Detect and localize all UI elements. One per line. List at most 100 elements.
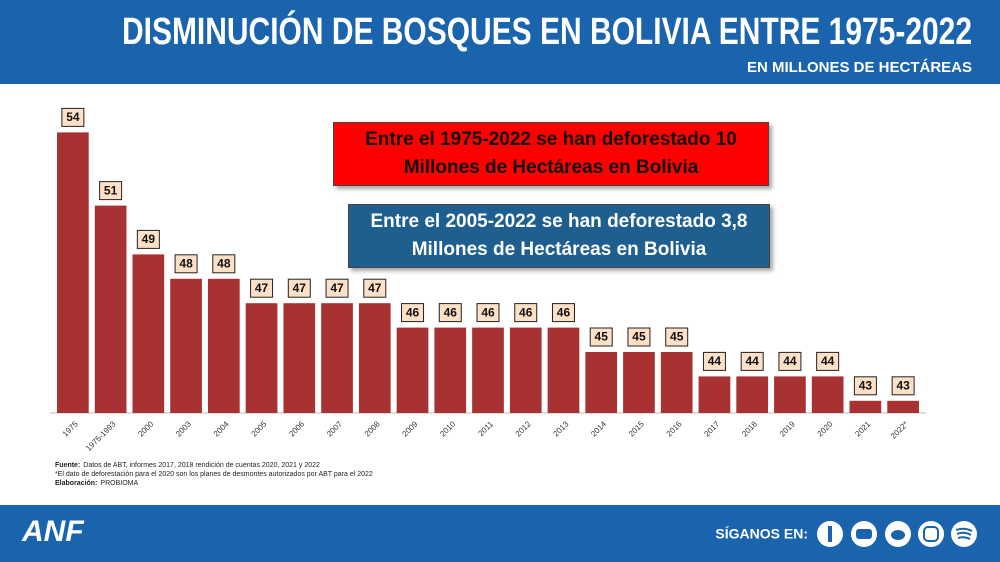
- value-label: 49: [142, 232, 156, 246]
- x-tick-label: 2009: [400, 419, 419, 438]
- chart-subtitle: EN MILLONES DE HECTÁREAS: [747, 59, 972, 76]
- value-label: 47: [368, 281, 382, 295]
- bar: [170, 278, 202, 413]
- spotify-icon: [951, 521, 977, 547]
- value-label: 44: [745, 354, 759, 368]
- bar: [358, 303, 391, 413]
- value-label: 44: [783, 354, 797, 368]
- x-tick-label: 2022*: [889, 420, 910, 441]
- bar: [660, 352, 693, 413]
- bar: [623, 352, 655, 413]
- value-label-box: [665, 327, 689, 347]
- x-tick-label: 2012: [514, 419, 533, 438]
- x-tick-label: 2003: [174, 419, 193, 438]
- x-tick-label: 2016: [665, 419, 684, 438]
- value-label: 46: [444, 305, 458, 319]
- bar: [811, 376, 844, 413]
- note: *El dato de deforestación para el 2020 s…: [55, 471, 373, 478]
- value-label-box: [702, 351, 726, 371]
- value-label-box: [740, 351, 764, 371]
- value-label: 45: [595, 330, 609, 344]
- follow-text: SÍGANOS EN:: [715, 526, 808, 542]
- x-tick-label: 2020: [816, 419, 835, 438]
- x-tick-label: 2011: [476, 419, 495, 438]
- value-label: 43: [859, 378, 873, 392]
- value-label-box: [99, 181, 123, 201]
- source: Fuente: Datos de ABT, informes 2017, 2018…: [55, 462, 320, 469]
- source-text: Datos de ABT, informes 2017, 2018 rendic…: [83, 462, 320, 469]
- value-label: 54: [66, 110, 80, 124]
- bar: [472, 327, 504, 413]
- x-tick-label: 2019: [778, 419, 797, 438]
- icon-glyph: [891, 530, 905, 540]
- value-label-box: [514, 303, 538, 323]
- value-label-box: [891, 376, 915, 396]
- value-label: 48: [179, 256, 193, 270]
- annotation-box: Entre el 1975-2022 se han deforestado 10…: [333, 122, 769, 186]
- value-label: 47: [330, 281, 344, 295]
- bar: [509, 327, 542, 413]
- value-label-box: [551, 303, 575, 323]
- footer-band: [0, 505, 1000, 562]
- x-tick-label: 2007: [325, 419, 344, 438]
- x-tick-label: 1975: [61, 419, 80, 438]
- x-tick-label: 2018: [740, 419, 759, 438]
- value-label: 47: [255, 281, 269, 295]
- value-label: 46: [519, 305, 533, 319]
- value-label: 45: [670, 330, 684, 344]
- value-label: 46: [406, 305, 420, 319]
- value-label-box: [627, 327, 651, 347]
- bar: [396, 327, 429, 413]
- credit: Elaboración: PROBIOMA: [55, 480, 138, 487]
- value-label-box: [212, 254, 236, 274]
- header-band: [0, 0, 1000, 84]
- value-label: 43: [896, 378, 910, 392]
- value-label: 45: [632, 330, 646, 344]
- value-label-box: [174, 254, 198, 274]
- source-label: Fuente:: [55, 462, 80, 469]
- value-label: 51: [104, 183, 118, 197]
- x-tick-label: 2014: [589, 419, 608, 438]
- value-label-box: [853, 376, 877, 396]
- x-tick-label: 2015: [627, 419, 646, 438]
- x-tick-label: 2008: [363, 419, 382, 438]
- value-label-box: [401, 303, 425, 323]
- credit-label: Elaboración:: [55, 480, 97, 487]
- bar: [774, 376, 806, 413]
- icon-glyph: [923, 526, 939, 542]
- value-label-box: [476, 303, 500, 323]
- icon-glyph: [955, 527, 973, 540]
- x-tick-label: 2004: [212, 419, 231, 438]
- value-label: 44: [708, 354, 722, 368]
- social-icons: [817, 521, 977, 547]
- bar: [585, 352, 618, 413]
- value-label-box: [250, 278, 274, 298]
- bar: [132, 254, 165, 413]
- value-label-box: [61, 107, 85, 127]
- bar: [94, 205, 127, 413]
- bar: [434, 327, 467, 413]
- bar: [736, 376, 769, 413]
- value-label-box: [363, 278, 387, 298]
- value-label: 48: [217, 256, 231, 270]
- value-label-box: [287, 278, 311, 298]
- bar: [57, 132, 89, 413]
- bar: [283, 303, 316, 413]
- chart-title: DISMINUCIÓN DE BOSQUES EN BOLIVIA ENTRE …: [122, 9, 972, 53]
- value-label: 47: [293, 281, 307, 295]
- value-label-box: [589, 327, 613, 347]
- x-tick-label: 2017: [702, 419, 721, 438]
- value-label: 46: [557, 305, 571, 319]
- value-label-box: [778, 351, 802, 371]
- value-label-box: [816, 351, 840, 371]
- value-label: 44: [821, 354, 835, 368]
- icon-glyph: [856, 529, 872, 539]
- icon-glyph: [828, 526, 832, 542]
- instagram-icon: [918, 521, 944, 547]
- logo: ANF: [21, 515, 84, 548]
- value-label-box: [325, 278, 349, 298]
- bar: [547, 327, 580, 413]
- bar: [245, 303, 278, 413]
